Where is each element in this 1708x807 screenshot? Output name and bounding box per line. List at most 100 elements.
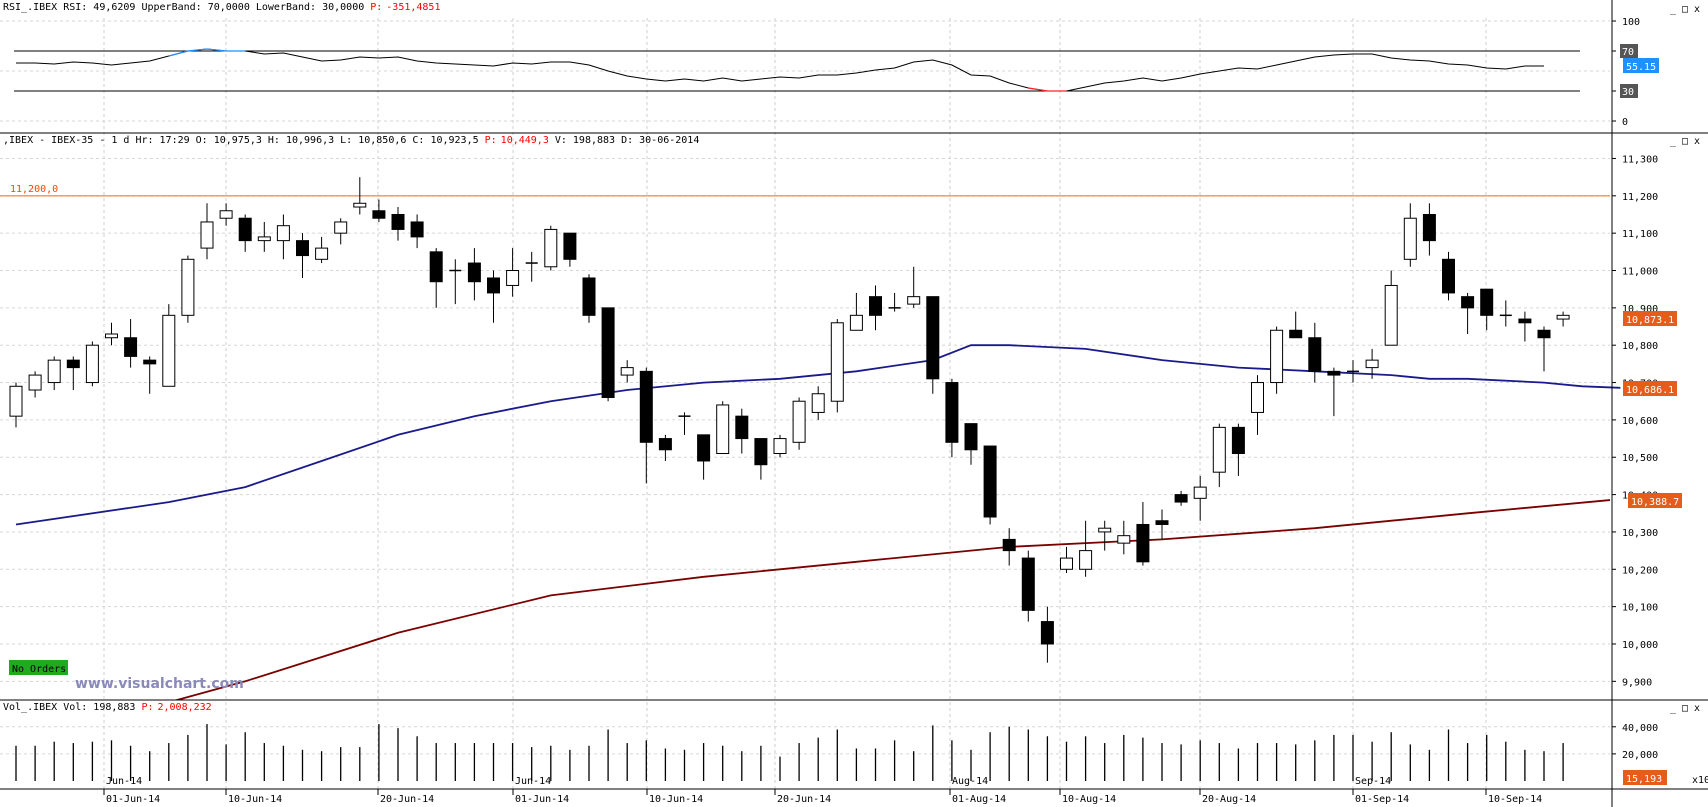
price-window-controls[interactable]: _ □ x bbox=[1670, 136, 1700, 147]
rsi-tick-label: 30 bbox=[1622, 87, 1634, 98]
price-tick-label: 10,000 bbox=[1622, 640, 1658, 651]
price-tick-label: 9,900 bbox=[1622, 677, 1652, 688]
x-date-label: 01-Jun-14 bbox=[106, 794, 160, 805]
candle-up bbox=[219, 210, 233, 219]
candle-up bbox=[1365, 359, 1379, 369]
x-month-label: Aug-14 bbox=[952, 776, 988, 787]
x-date-label: 10-Jun-14 bbox=[228, 794, 282, 805]
rsi-header: RSI_.IBEX RSI: 49,6209 UpperBand: 70,000… bbox=[3, 2, 440, 13]
rsi-header-p-value: -351,4851 bbox=[386, 2, 440, 13]
candle-down bbox=[735, 415, 749, 440]
candle-up bbox=[105, 333, 118, 339]
rsi-tick-label: 70 bbox=[1622, 47, 1634, 58]
candle-down bbox=[1040, 621, 1054, 645]
candle-down bbox=[124, 337, 138, 357]
rsi-header-p-label: P: bbox=[370, 2, 382, 13]
candle-down bbox=[1174, 494, 1188, 503]
candle-down bbox=[926, 296, 940, 380]
price-minimize-button[interactable]: _ bbox=[1670, 136, 1677, 147]
candle-down bbox=[1002, 538, 1016, 552]
rsi-restore-button[interactable]: □ bbox=[1682, 4, 1688, 15]
price-tick-label: 11,000 bbox=[1622, 267, 1658, 278]
candle-up bbox=[792, 400, 806, 443]
price-tick-label: 10,800 bbox=[1622, 341, 1658, 352]
svg-text:55.15: 55.15 bbox=[1626, 62, 1656, 73]
price-header-p-value: 10,449,3 bbox=[501, 135, 549, 146]
candle-up bbox=[620, 367, 634, 376]
svg-text:No Orders: No Orders bbox=[12, 664, 66, 675]
volume-header-prefix: Vol_.IBEX Vol: 198,883 bbox=[3, 702, 135, 713]
candle-up bbox=[1270, 329, 1284, 384]
x-month-label: Jun-14 bbox=[106, 776, 142, 787]
price-tick-label: 10,900 bbox=[1622, 304, 1658, 315]
resistance-label: 11,200,0 bbox=[10, 184, 58, 195]
candle-up bbox=[830, 322, 844, 402]
candle-up bbox=[1384, 284, 1398, 346]
candle-down bbox=[582, 277, 596, 316]
candle-down bbox=[964, 423, 978, 451]
no-orders-badge[interactable]: No Orders bbox=[9, 660, 68, 675]
x-date-label: 10-Jun-14 bbox=[649, 794, 703, 805]
price-close-button[interactable]: x bbox=[1694, 136, 1700, 147]
candle-down bbox=[601, 307, 615, 398]
svg-text:10,388.7: 10,388.7 bbox=[1631, 497, 1679, 508]
volume-minimize-button[interactable]: _ bbox=[1670, 703, 1677, 714]
rsi-tick-label: 100 bbox=[1622, 17, 1640, 28]
price-tick-label: 10,600 bbox=[1622, 416, 1658, 427]
candle-up bbox=[907, 296, 921, 305]
volume-header: Vol_.IBEX Vol: 198,883 P: 2,008,232 bbox=[3, 702, 212, 713]
rsi-window-controls[interactable]: _ □ x bbox=[1670, 4, 1700, 15]
price-restore-button[interactable]: □ bbox=[1682, 136, 1688, 147]
price-tick-label: 11,100 bbox=[1622, 229, 1658, 240]
candle-down bbox=[658, 438, 672, 451]
x-date-label: 20-Aug-14 bbox=[1202, 794, 1256, 805]
candle-down bbox=[1327, 370, 1341, 376]
candle-up bbox=[334, 221, 348, 234]
candle-up bbox=[1193, 486, 1207, 499]
svg-text:10,686.1: 10,686.1 bbox=[1626, 385, 1674, 396]
rsi-overbought-segment bbox=[206, 48, 227, 52]
x-date-label: 01-Sep-14 bbox=[1355, 794, 1409, 805]
candle-down bbox=[487, 277, 500, 294]
candle-down bbox=[429, 251, 443, 283]
candle-up bbox=[1079, 550, 1093, 570]
candle-up bbox=[47, 359, 61, 384]
candle-up bbox=[276, 225, 290, 242]
candle-up bbox=[506, 270, 520, 286]
candle-down bbox=[945, 382, 959, 443]
candle-down bbox=[1442, 258, 1455, 294]
svg-text:15,193: 15,193 bbox=[1626, 774, 1662, 785]
candle-up bbox=[1212, 426, 1226, 473]
volume-window-controls[interactable]: _ □ x bbox=[1670, 703, 1700, 714]
candle-up bbox=[257, 236, 271, 242]
candle-down bbox=[467, 262, 481, 283]
candle-up bbox=[200, 221, 214, 249]
ma-long-badge: 10,388.7 bbox=[1628, 493, 1682, 508]
candle-up bbox=[353, 202, 367, 208]
price-header: ,IBEX - IBEX-35 - 1 d Hr: 17:29 O: 10,97… bbox=[3, 135, 699, 146]
candle-down bbox=[1155, 520, 1169, 525]
candle-up bbox=[1251, 382, 1264, 413]
price-tick-label: 10,200 bbox=[1622, 565, 1658, 576]
volume-tick-label: 20,000 bbox=[1622, 750, 1658, 761]
candle-down bbox=[697, 434, 711, 462]
x-month-label: Jun-14 bbox=[515, 776, 551, 787]
volume-restore-button[interactable]: □ bbox=[1682, 703, 1688, 714]
candle-up bbox=[1060, 557, 1073, 570]
rsi-header-prefix: RSI_.IBEX RSI: 49,6209 UpperBand: 70,000… bbox=[3, 2, 364, 13]
volume-close-button[interactable]: x bbox=[1694, 703, 1700, 714]
candle-up bbox=[1556, 314, 1570, 320]
rsi-overbought-segment bbox=[187, 48, 208, 52]
rsi-overbought-segment bbox=[168, 50, 189, 57]
candle-up bbox=[85, 344, 99, 384]
rsi-minimize-button[interactable]: _ bbox=[1670, 4, 1677, 15]
rsi-close-button[interactable]: x bbox=[1694, 4, 1700, 15]
candle-up bbox=[811, 393, 825, 413]
volume-header-p-label: P: bbox=[141, 702, 153, 713]
candle-down bbox=[1422, 213, 1436, 242]
svg-text:RSI_.IBEX RSI: 49,6209 UpperBa: RSI_.IBEX RSI: 49,6209 UpperBand: 70,000… bbox=[3, 2, 440, 13]
candle-down bbox=[143, 359, 157, 365]
candle-down bbox=[1518, 318, 1532, 324]
